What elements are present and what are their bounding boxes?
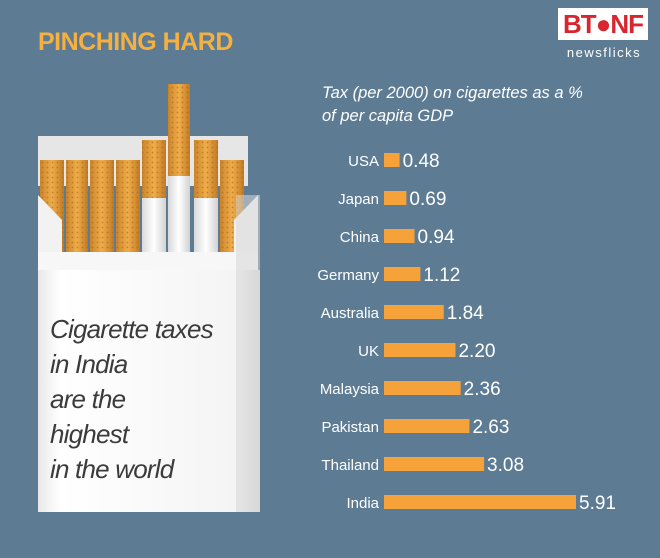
logo-box: BT●NF: [558, 8, 648, 40]
value-label: 2.36: [464, 379, 501, 400]
value-label: 5.91: [579, 493, 616, 514]
cigarettes-tall: [142, 84, 218, 258]
headline: PINCHING HARD: [38, 28, 233, 56]
bar-uk: [384, 343, 456, 357]
category-label: Thailand: [321, 457, 379, 474]
bar-australia: [384, 305, 444, 319]
value-label: 1.12: [423, 265, 460, 286]
value-label: 0.69: [409, 189, 446, 210]
bar-germany: [384, 267, 421, 281]
pack-caption-line: are the: [50, 384, 126, 414]
value-label: 2.63: [472, 417, 509, 438]
logo-sub-text: newsflicks: [566, 45, 642, 60]
pack-inner-flap-left: [38, 195, 62, 268]
bar-malaysia: [384, 381, 461, 395]
pack-caption-line: highest: [50, 419, 129, 449]
brand-logo: BT●NF newsflicks: [556, 8, 652, 66]
chart-title: Tax (per 2000) on cigarettes as a % of p…: [322, 82, 642, 128]
pack-caption-line: in the world: [50, 454, 174, 484]
pack-caption-line: Cigarette taxes: [50, 314, 214, 344]
category-label: Malaysia: [320, 381, 380, 398]
category-label: USA: [348, 153, 379, 170]
bar-usa: [384, 153, 400, 167]
chart-title-line-2: of per capita GDP: [322, 107, 454, 125]
value-label: 1.84: [447, 303, 484, 324]
category-label: Pakistan: [321, 419, 379, 436]
bar-china: [384, 229, 415, 243]
chart-title-line-1: Tax (per 2000) on cigarettes as a %: [322, 84, 583, 102]
bar-india: [384, 495, 576, 509]
category-label: UK: [358, 343, 379, 360]
value-label: 3.08: [487, 455, 524, 476]
bar-pakistan: [384, 419, 470, 433]
value-label: 2.20: [458, 341, 495, 362]
pack-collar: [38, 252, 258, 272]
cigarette-pack-illustration: [38, 84, 260, 512]
category-label: India: [346, 495, 379, 512]
logo-main-text: BT●NF: [562, 9, 644, 39]
pack-side-shadow: [236, 195, 260, 512]
bar-japan: [384, 191, 407, 205]
bar-thailand: [384, 457, 485, 471]
pack-caption-line: in India: [50, 349, 128, 379]
pack-body: [38, 270, 260, 512]
value-label: 0.48: [403, 151, 440, 172]
category-label: China: [340, 229, 380, 246]
category-label: Japan: [338, 191, 379, 208]
category-label: Australia: [321, 305, 380, 322]
pack-caption: Cigarette taxes in India are the highest…: [50, 312, 250, 487]
value-label: 0.94: [418, 227, 455, 248]
category-label: Germany: [317, 267, 379, 284]
